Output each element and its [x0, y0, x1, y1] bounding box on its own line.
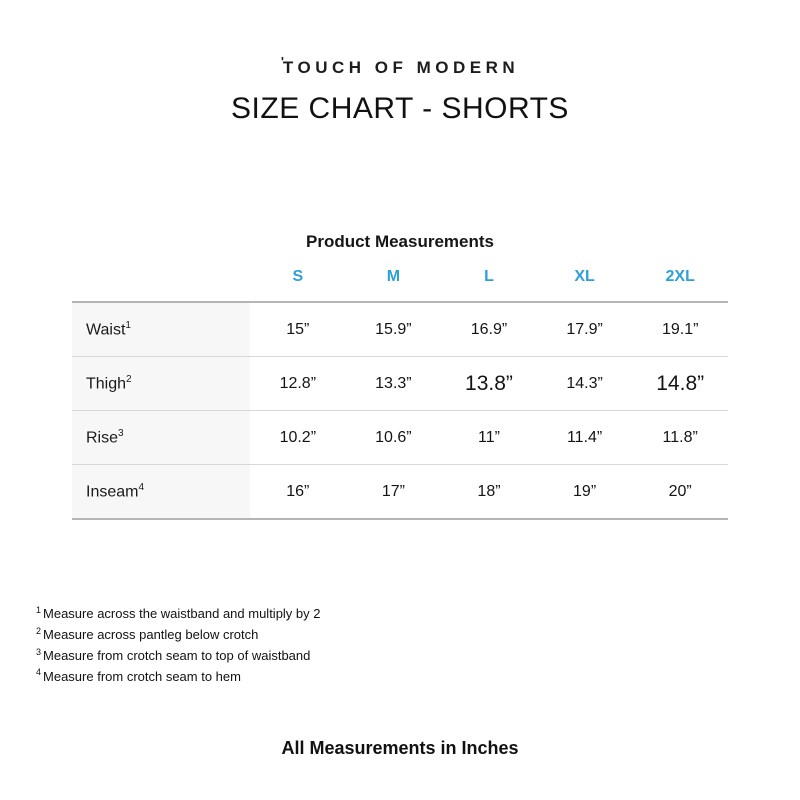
- cell-waist-l: 16.9”: [441, 301, 537, 357]
- cell-inseam-l: 18”: [441, 464, 537, 520]
- brand-logo: 'TOUCH OF MODERN: [0, 0, 800, 78]
- table-row-thigh: Thigh2 12.8” 13.3” 13.8” 14.3” 14.8”: [72, 356, 728, 411]
- footnote-ref-mark: 1: [125, 319, 131, 331]
- row-label-inseam: Inseam4: [72, 464, 250, 520]
- cell-rise-m: 10.6”: [345, 410, 442, 465]
- cell-waist-m: 15.9”: [345, 301, 442, 357]
- footnotes-block: 1 Measure across the waistband and multip…: [36, 602, 800, 685]
- table-caption: Product Measurements: [306, 232, 494, 251]
- cell-thigh-2xl: 14.8”: [632, 356, 728, 411]
- cell-inseam-xl: 19”: [536, 464, 633, 520]
- footnote-2: 2 Measure across pantleg below crotch: [36, 623, 800, 644]
- table-row-inseam: Inseam4 16” 17” 18” 19” 20”: [72, 464, 728, 520]
- row-label-text: Rise: [86, 429, 119, 447]
- size-header-l: L: [484, 268, 494, 285]
- footnote-text: Measure across the waistband and multipl…: [43, 606, 321, 622]
- table-row-rise: Rise3 10.2” 10.6” 11” 11.4” 11.8”: [72, 410, 728, 465]
- size-header-2xl: 2XL: [665, 268, 695, 285]
- page-title: SIZE CHART - SHORTS: [231, 92, 569, 125]
- footnote-text: Measure across pantleg below crotch: [43, 627, 259, 643]
- cell-rise-s: 10.2”: [250, 410, 346, 465]
- size-header-empty-cell: [72, 267, 250, 302]
- cell-rise-2xl: 11.8”: [632, 410, 728, 465]
- brand-logo-text: TOUCH OF MODERN: [282, 58, 520, 77]
- size-header-s: S: [292, 268, 304, 285]
- cell-waist-xl: 17.9”: [536, 301, 633, 357]
- table-row-waist: Waist1 15” 15.9” 16.9” 17.9” 19.1”: [72, 301, 728, 357]
- row-label-text: Waist: [86, 321, 126, 339]
- footnote-ref-mark: 1: [36, 605, 42, 615]
- cell-thigh-l: 13.8”: [441, 356, 537, 411]
- footnote-ref-mark: 4: [36, 667, 42, 678]
- size-header-m: M: [386, 268, 401, 285]
- row-label-text: Thigh: [86, 375, 127, 393]
- row-label-text: Inseam: [86, 483, 139, 501]
- cell-thigh-xl: 14.3”: [536, 356, 633, 411]
- cell-inseam-2xl: 20”: [632, 464, 728, 520]
- cell-waist-s: 15”: [250, 301, 346, 357]
- cell-thigh-m: 13.3”: [345, 356, 442, 411]
- footnote-text: Measure from crotch seam to top of waist…: [43, 647, 311, 663]
- row-label-thigh: Thigh2: [72, 356, 250, 411]
- footnote-4: 4 Measure from crotch seam to hem: [36, 664, 800, 685]
- cell-waist-2xl: 19.1”: [632, 301, 728, 357]
- footnote-ref-mark: 3: [118, 427, 124, 439]
- cell-inseam-s: 16”: [250, 464, 346, 520]
- size-header-xl: XL: [574, 268, 595, 285]
- measurement-unit-note: All Measurements in Inches: [281, 738, 519, 759]
- footnote-text: Measure from crotch seam to hem: [43, 668, 241, 684]
- footnote-ref-mark: 4: [138, 481, 145, 493]
- cell-thigh-s: 12.8”: [250, 356, 346, 411]
- footnote-ref-mark: 3: [36, 646, 42, 657]
- footnote-ref-mark: 2: [36, 625, 42, 636]
- logo-apostrophe-mark: ': [280, 54, 284, 69]
- cell-inseam-m: 17”: [345, 464, 442, 520]
- cell-rise-l: 11”: [441, 410, 537, 465]
- row-label-waist: Waist1: [72, 301, 250, 357]
- size-chart-table: S M L XL 2XL Waist1 15” 15.9” 16.9” 17.9…: [72, 267, 728, 520]
- footnote-1: 1 Measure across the waistband and multip…: [36, 602, 800, 623]
- size-header-row: S M L XL 2XL: [72, 267, 728, 302]
- row-label-rise: Rise3: [72, 410, 250, 465]
- footnote-3: 3 Measure from crotch seam to top of wais…: [36, 644, 800, 665]
- footnote-ref-mark: 2: [126, 373, 132, 385]
- cell-rise-xl: 11.4”: [536, 410, 633, 465]
